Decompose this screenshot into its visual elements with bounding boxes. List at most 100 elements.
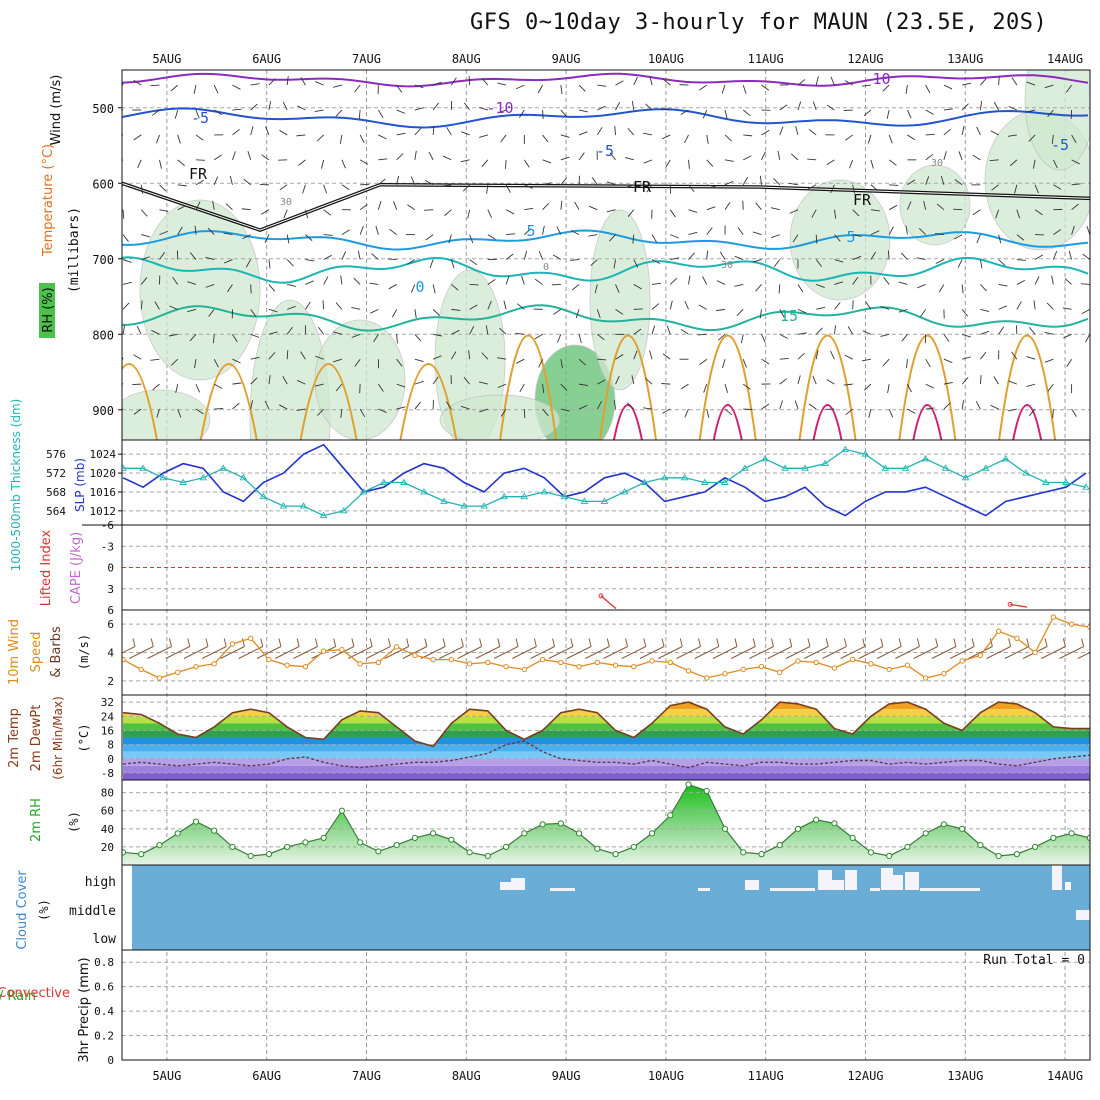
chart-title: GFS 0~10day 3-hourly for MAUN (23.5E, 20… <box>470 10 1048 35</box>
wind-barb <box>542 408 549 417</box>
wind-barb <box>852 234 862 237</box>
wind-barb <box>998 305 1008 310</box>
wind-barb <box>407 259 416 265</box>
wind-barb <box>187 308 197 313</box>
wind-barb <box>596 400 603 410</box>
wind-barb <box>906 359 908 369</box>
thickness-marker <box>359 488 368 495</box>
bottom-day-label: 13AUG <box>947 1069 983 1083</box>
wind-barb <box>742 109 751 117</box>
wind-barb <box>213 176 219 185</box>
wind-barb <box>925 383 934 389</box>
wind-barb <box>1033 300 1036 310</box>
contour-label: 30 <box>721 260 733 271</box>
contour-label: -10 <box>863 70 890 88</box>
wind-barb <box>574 201 580 210</box>
wind-barb <box>223 259 233 264</box>
wind-barb <box>761 358 770 365</box>
wind-barb <box>286 326 293 335</box>
wind-barb <box>578 152 585 161</box>
wind-barb <box>907 179 916 186</box>
wind-barb-feather <box>698 638 701 647</box>
wind-barb-feather <box>460 638 464 647</box>
wind-barb <box>450 77 457 86</box>
wind-speed-point <box>357 661 363 667</box>
cape-li-layer <box>122 525 1090 610</box>
wind-barb <box>300 351 306 360</box>
wind-barb <box>1016 279 1026 285</box>
wind-barb <box>432 125 435 135</box>
wind-barb <box>808 129 817 136</box>
rh-point <box>1050 834 1057 841</box>
warm-contour <box>798 334 857 440</box>
contour-label: 5 <box>846 228 855 246</box>
wind-barb <box>159 159 162 169</box>
wind-barb <box>815 350 819 360</box>
precip-tick-label: 0.8 <box>94 956 114 969</box>
wind-barb-feather <box>588 638 592 647</box>
wind-barb <box>133 408 142 415</box>
wind-barb <box>433 333 443 337</box>
precip-layer <box>122 961 1090 1060</box>
wind-barb <box>375 225 379 235</box>
rh-point <box>849 834 856 841</box>
wind-barb <box>834 281 844 285</box>
wind-barb <box>907 408 916 414</box>
thickness-marker <box>500 492 508 500</box>
warm-contour <box>698 334 757 440</box>
wind-barb <box>388 284 397 290</box>
wind-barb <box>497 383 507 389</box>
temp-tick-label: 8 <box>107 739 114 752</box>
rh-point <box>557 820 564 827</box>
wind-barb <box>979 101 983 111</box>
wind-barb <box>1071 134 1077 143</box>
wind-barb <box>702 109 708 119</box>
wind-barb <box>706 250 708 260</box>
contour-label: -5 <box>1051 136 1069 154</box>
wind-barb <box>742 176 749 186</box>
wind-barb <box>615 284 620 293</box>
wind-barb-10m <box>621 646 647 659</box>
wind-barb <box>614 125 616 135</box>
wind-barb-feather <box>223 638 227 647</box>
wind-barb <box>957 259 963 268</box>
top-day-label: 13AUG <box>947 52 983 66</box>
wind-barb <box>524 228 532 235</box>
wind-barb <box>961 126 965 136</box>
rh-point <box>1032 843 1039 851</box>
wind-barb <box>1034 209 1043 216</box>
wind-barb <box>195 179 204 186</box>
wind-speed-point <box>485 659 491 666</box>
wind-barb-feather <box>1026 638 1030 647</box>
wind-barb <box>497 357 507 360</box>
warm-contour <box>299 363 358 440</box>
wind-barb-feather <box>916 638 920 647</box>
wind-barb-feather <box>333 638 337 647</box>
thickness-marker <box>299 502 308 509</box>
thickness-marker <box>721 478 729 485</box>
wind-barb <box>314 383 324 387</box>
wind-barb <box>341 229 350 235</box>
wind-barb <box>643 407 653 410</box>
wind-barb <box>779 104 788 111</box>
temp-band <box>122 758 1090 766</box>
wind-speed-point <box>995 628 1002 634</box>
ylabel-wind-unit: (m/s) <box>77 634 91 670</box>
wind-barb <box>469 326 475 335</box>
wind-barb <box>1007 408 1017 412</box>
wind-barb <box>414 309 417 319</box>
wind-barb <box>998 234 1002 244</box>
wind-barb <box>505 159 507 169</box>
wind-barb-10m <box>475 646 501 659</box>
wind-barb-feather <box>533 638 537 647</box>
wind-barb <box>665 159 671 168</box>
wind-barb <box>445 401 452 410</box>
wind-barb <box>907 383 912 393</box>
wind-barb <box>826 159 835 166</box>
wind-barb <box>980 308 990 312</box>
wind-barb <box>354 358 361 367</box>
wind-barb <box>759 175 762 185</box>
rh-shade <box>249 299 331 440</box>
wind-barb <box>232 382 242 385</box>
temp-contour-5 <box>122 229 1089 251</box>
